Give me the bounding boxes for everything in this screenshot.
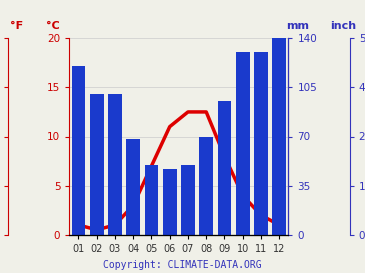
Bar [199,136,213,235]
Bar [218,101,231,235]
Bar [145,165,158,235]
Bar [72,66,85,235]
Text: mm: mm [286,21,309,31]
Bar [236,52,250,235]
Bar [108,94,122,235]
Bar [272,35,286,235]
Bar [163,169,177,235]
Bar [254,52,268,235]
Bar [126,139,140,235]
Text: °F: °F [10,21,23,31]
Text: inch: inch [330,21,356,31]
Bar [181,165,195,235]
Text: Copyright: CLIMATE-DATA.ORG: Copyright: CLIMATE-DATA.ORG [103,260,262,269]
Bar [90,94,104,235]
Text: °C: °C [46,21,60,31]
